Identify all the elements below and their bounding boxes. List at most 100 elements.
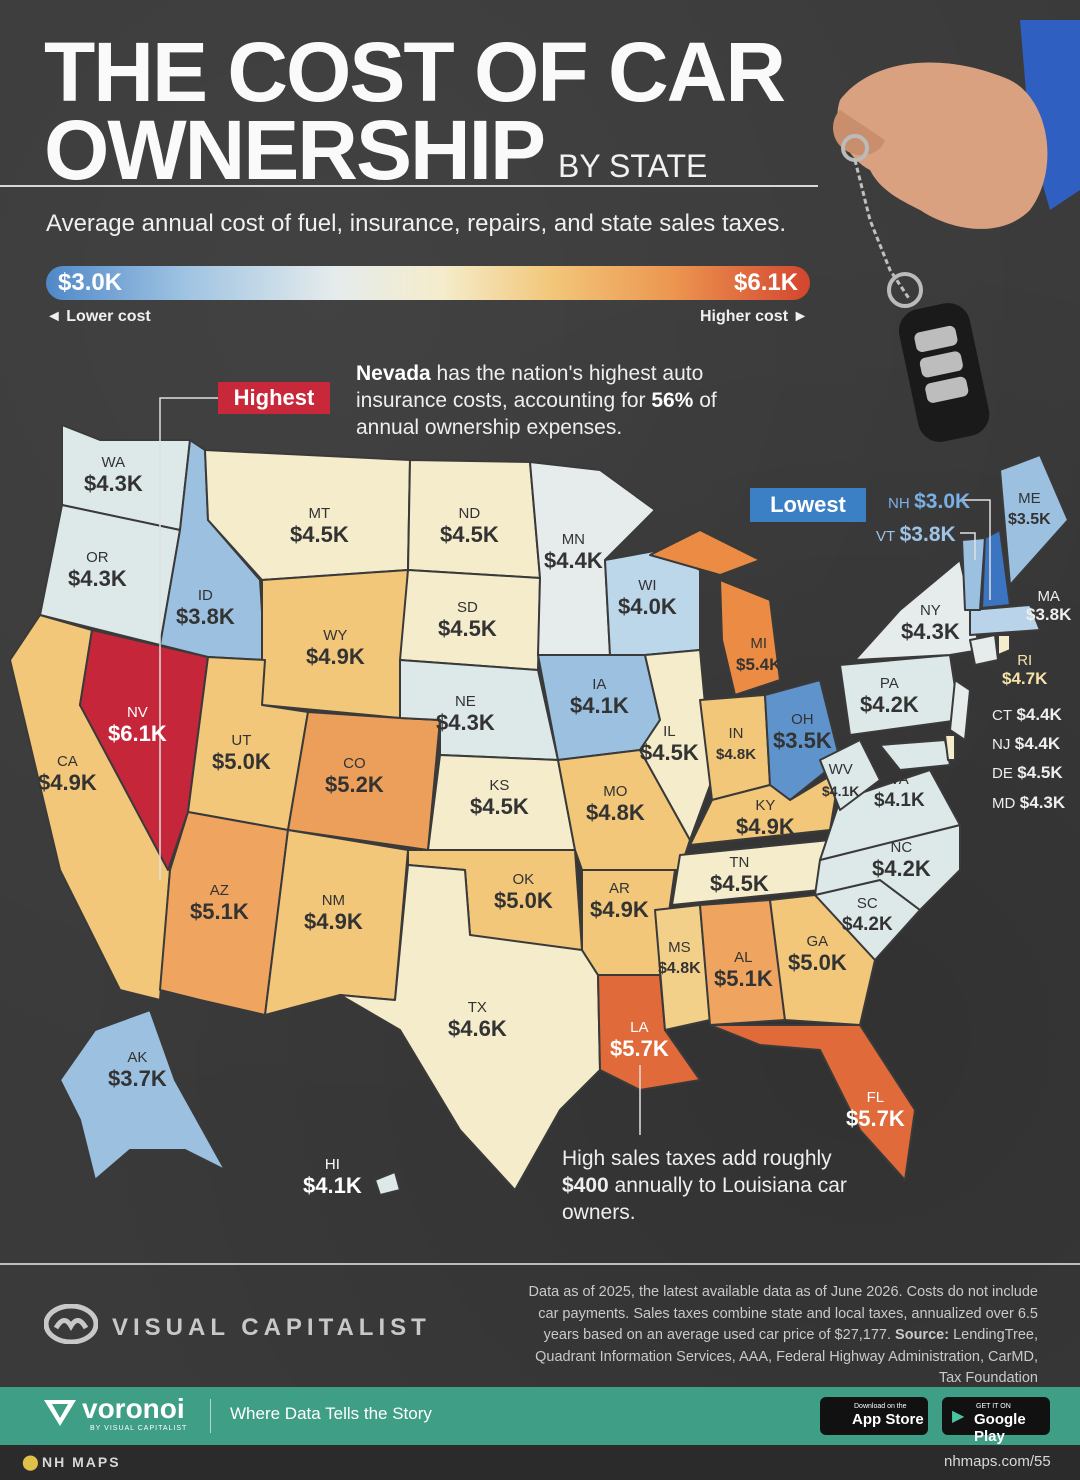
voronoi-divider xyxy=(210,1399,211,1433)
label-sd: SD $4.5K xyxy=(438,599,497,642)
map-pin-icon: ⬤ xyxy=(22,1454,39,1471)
label-id: ID $3.8K xyxy=(176,587,235,630)
label-mt: MT $4.5K xyxy=(290,505,349,548)
visual-capitalist-brand: VISUAL CAPITALIST xyxy=(112,1314,431,1341)
lowest-badge: Lowest xyxy=(750,488,866,522)
us-choropleth-map xyxy=(9,397,1069,1196)
label-mo: MO $4.8K xyxy=(586,783,645,826)
title-suffix: BY STATE xyxy=(558,148,708,184)
label-nd: ND $4.5K xyxy=(440,505,499,548)
label-me: ME $3.5K xyxy=(1008,490,1051,529)
label-tx: TX $4.6K xyxy=(448,999,507,1042)
label-pa: PA $4.2K xyxy=(860,675,919,718)
state-mi xyxy=(719,579,781,696)
louisiana-note: High sales taxes add roughly $400 annual… xyxy=(562,1147,847,1224)
highest-badge: Highest xyxy=(218,382,330,414)
label-in: IN $4.8K xyxy=(716,725,757,764)
footer-divider xyxy=(0,1263,1080,1265)
label-or: OR $4.3K xyxy=(68,549,127,592)
state-hi xyxy=(374,1171,401,1196)
header-divider xyxy=(0,185,818,187)
label-ma: MA $3.8K xyxy=(1026,588,1072,624)
label-mn: MN $4.4K xyxy=(544,531,603,574)
label-al: AL $5.1K xyxy=(714,949,773,992)
label-nh: NH $3.0K xyxy=(888,490,971,513)
label-la: LA $5.7K xyxy=(610,1019,669,1062)
label-ga: GA $5.0K xyxy=(788,933,847,976)
scale-min-label: $3.0K xyxy=(58,269,123,296)
label-co: CO $5.2K xyxy=(325,755,384,798)
state-ga xyxy=(769,894,876,1026)
state-de xyxy=(944,734,956,761)
label-ne: NE $4.3K xyxy=(436,693,495,736)
label-ks: KS $4.5K xyxy=(470,777,529,820)
state-wv xyxy=(819,739,881,811)
state-me xyxy=(999,454,1069,586)
label-ri: RI $4.7K xyxy=(1002,652,1048,688)
state-oh xyxy=(764,679,841,801)
label-wa: WA $4.3K xyxy=(84,454,143,497)
state-md xyxy=(879,739,951,771)
state-co xyxy=(287,711,441,851)
label-ia: IA $4.1K xyxy=(570,676,629,719)
title-line-1: THE COST OF CAR xyxy=(44,25,786,119)
state-il xyxy=(639,649,713,841)
label-ky: KY $4.9K xyxy=(736,797,795,840)
car-key-hand-illustration xyxy=(833,20,1080,442)
scale-max-label: $6.1K xyxy=(734,269,799,296)
label-va: VA $4.1K xyxy=(874,771,925,812)
state-tx xyxy=(339,864,601,1191)
play-icon: ▶ xyxy=(952,1408,965,1425)
label-hi: HI $4.1K xyxy=(303,1156,362,1199)
label-oh: OH $3.5K xyxy=(773,711,832,754)
label-vt: VT $3.8K xyxy=(876,523,956,546)
visual-capitalist-logo-icon xyxy=(44,1304,98,1344)
voronoi-subtitle: BY VISUAL CAPITALIST xyxy=(90,1425,188,1432)
label-ak: AK $3.7K xyxy=(108,1049,167,1092)
state-ri xyxy=(997,634,1011,656)
google-play-button[interactable]: ▶ GET IT ON Google Play xyxy=(942,1397,1050,1445)
state-mi-upper xyxy=(649,529,761,576)
label-ny: NY $4.3K xyxy=(901,602,960,645)
state-vt xyxy=(961,537,986,611)
label-sc: SC $4.2K xyxy=(842,895,893,936)
label-nv: NV $6.1K xyxy=(108,704,167,747)
label-nm: NM $4.9K xyxy=(304,892,363,935)
nevada-note: Nevada has the nation's highest auto ins… xyxy=(356,362,717,439)
state-nj xyxy=(949,679,971,741)
state-fl xyxy=(709,1024,916,1181)
app-store-button[interactable]: Download on the App Store xyxy=(820,1397,928,1435)
nh-maps-bar xyxy=(0,1445,1080,1480)
subtitle: Average annual cost of fuel, insurance, … xyxy=(46,210,786,237)
label-ms: MS $4.8K xyxy=(658,939,701,978)
label-nj: NJ $4.4K xyxy=(992,734,1061,753)
disclaimer: Data as of 2025, the latest available da… xyxy=(528,1284,1038,1386)
label-ok: OK $5.0K xyxy=(494,871,553,914)
label-wy: WY $4.9K xyxy=(306,627,365,670)
label-il: IL $4.5K xyxy=(640,723,699,766)
state-va xyxy=(819,769,961,861)
label-wi: WI $4.0K xyxy=(618,577,677,620)
label-az: AZ $5.1K xyxy=(190,882,249,925)
nh-maps-url[interactable]: nhmaps.com/55 xyxy=(944,1453,1051,1470)
voronoi-logo-icon xyxy=(44,1400,76,1426)
label-tn: TN $4.5K xyxy=(710,854,769,897)
label-nc: NC $4.2K xyxy=(872,839,931,882)
label-wv: WV $4.1K xyxy=(822,761,860,800)
nh-maps-brand: NH MAPS xyxy=(42,1454,121,1470)
color-scale-bar xyxy=(46,266,810,300)
title-line-2: OWNERSHIP xyxy=(44,103,546,197)
higher-cost-label: Higher cost ► xyxy=(700,308,809,325)
state-ma xyxy=(969,604,1041,636)
lower-cost-label: ◄ Lower cost xyxy=(46,308,151,325)
label-ut: UT $5.0K xyxy=(212,732,271,775)
state-ct xyxy=(969,634,999,666)
voronoi-tagline: Where Data Tells the Story xyxy=(230,1404,432,1423)
state-nh xyxy=(981,529,1011,609)
label-ct: CT $4.4K xyxy=(992,705,1062,724)
voronoi-wordmark: voronoi xyxy=(82,1393,185,1424)
state-ak xyxy=(59,1009,226,1181)
label-ca: CA $4.9K xyxy=(38,753,97,796)
label-fl: FL $5.7K xyxy=(846,1089,905,1132)
label-ar: AR $4.9K xyxy=(590,880,649,923)
